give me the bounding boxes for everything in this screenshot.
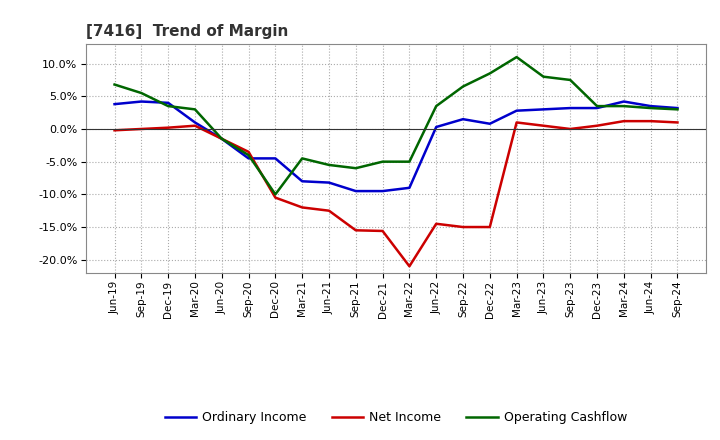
Operating Cashflow xyxy=(137,90,145,95)
Net Income xyxy=(619,118,628,124)
Ordinary Income xyxy=(566,106,575,111)
Ordinary Income xyxy=(137,99,145,104)
Line: Ordinary Income: Ordinary Income xyxy=(114,102,678,191)
Net Income xyxy=(325,208,333,213)
Net Income xyxy=(566,126,575,132)
Operating Cashflow xyxy=(405,159,414,164)
Operating Cashflow xyxy=(191,107,199,112)
Ordinary Income xyxy=(539,107,548,112)
Operating Cashflow xyxy=(593,103,601,109)
Text: [7416]  Trend of Margin: [7416] Trend of Margin xyxy=(86,24,289,39)
Net Income xyxy=(513,120,521,125)
Operating Cashflow xyxy=(298,156,307,161)
Operating Cashflow xyxy=(271,192,279,197)
Net Income xyxy=(432,221,441,227)
Ordinary Income xyxy=(244,156,253,161)
Net Income xyxy=(647,118,655,124)
Operating Cashflow xyxy=(164,103,173,109)
Operating Cashflow xyxy=(673,107,682,112)
Net Income xyxy=(298,205,307,210)
Ordinary Income xyxy=(217,136,226,141)
Net Income xyxy=(191,123,199,128)
Net Income xyxy=(217,136,226,141)
Operating Cashflow xyxy=(432,103,441,109)
Line: Operating Cashflow: Operating Cashflow xyxy=(114,57,678,194)
Net Income xyxy=(110,128,119,133)
Net Income xyxy=(459,224,467,230)
Operating Cashflow xyxy=(485,71,494,76)
Operating Cashflow xyxy=(244,153,253,158)
Ordinary Income xyxy=(673,106,682,111)
Legend: Ordinary Income, Net Income, Operating Cashflow: Ordinary Income, Net Income, Operating C… xyxy=(160,407,632,429)
Ordinary Income xyxy=(459,117,467,122)
Ordinary Income xyxy=(298,179,307,184)
Line: Net Income: Net Income xyxy=(114,121,678,266)
Net Income xyxy=(673,120,682,125)
Ordinary Income xyxy=(647,103,655,109)
Ordinary Income xyxy=(191,120,199,125)
Ordinary Income xyxy=(593,106,601,111)
Net Income xyxy=(405,264,414,269)
Operating Cashflow xyxy=(513,55,521,60)
Net Income xyxy=(244,149,253,154)
Operating Cashflow xyxy=(378,159,387,164)
Net Income xyxy=(593,123,601,128)
Ordinary Income xyxy=(325,180,333,185)
Ordinary Income xyxy=(513,108,521,114)
Net Income xyxy=(271,195,279,200)
Net Income xyxy=(378,228,387,234)
Ordinary Income xyxy=(619,99,628,104)
Operating Cashflow xyxy=(459,84,467,89)
Operating Cashflow xyxy=(647,106,655,111)
Net Income xyxy=(539,123,548,128)
Operating Cashflow xyxy=(217,136,226,141)
Ordinary Income xyxy=(485,121,494,126)
Net Income xyxy=(351,227,360,233)
Operating Cashflow xyxy=(110,82,119,87)
Operating Cashflow xyxy=(619,103,628,109)
Net Income xyxy=(164,125,173,130)
Ordinary Income xyxy=(405,185,414,191)
Ordinary Income xyxy=(110,102,119,107)
Operating Cashflow xyxy=(566,77,575,83)
Ordinary Income xyxy=(432,125,441,130)
Operating Cashflow xyxy=(325,162,333,168)
Operating Cashflow xyxy=(351,165,360,171)
Net Income xyxy=(137,126,145,132)
Ordinary Income xyxy=(164,100,173,106)
Operating Cashflow xyxy=(539,74,548,79)
Net Income xyxy=(485,224,494,230)
Ordinary Income xyxy=(351,188,360,194)
Ordinary Income xyxy=(271,156,279,161)
Ordinary Income xyxy=(378,188,387,194)
